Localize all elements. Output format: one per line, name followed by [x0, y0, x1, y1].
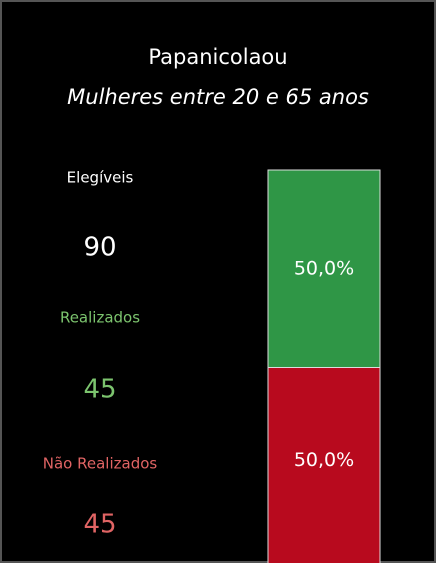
kpi-label: Não Realizados	[43, 455, 158, 473]
chart-title: Papanicolaou	[148, 45, 287, 69]
value-label: 50,0%	[294, 257, 354, 279]
value-label: 50,0%	[294, 449, 354, 471]
kpi-label: Elegíveis	[67, 169, 134, 187]
bar-segment	[267, 367, 381, 563]
kpi-value: 45	[83, 375, 116, 405]
kpi-value: 45	[83, 510, 116, 540]
bar-segment	[267, 169, 381, 368]
kpi-label: Realizados	[60, 309, 140, 327]
kpi-value: 90	[83, 233, 116, 263]
chart-subtitle: Mulheres entre 20 e 65 anos	[67, 85, 369, 109]
